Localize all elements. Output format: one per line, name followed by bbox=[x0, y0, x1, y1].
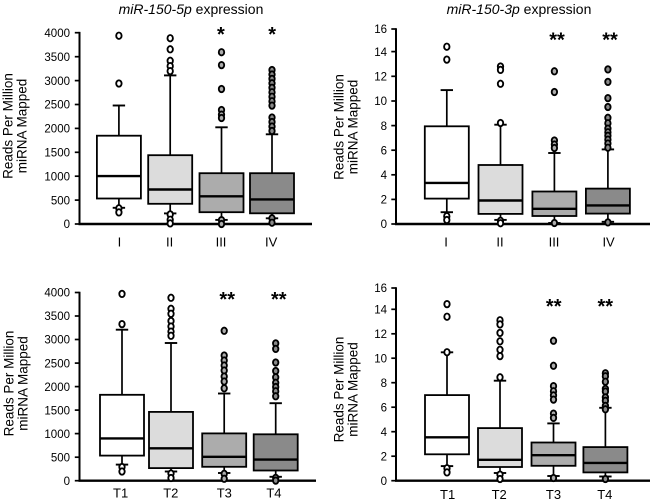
svg-text:**: ** bbox=[271, 289, 287, 311]
svg-text:II: II bbox=[496, 235, 503, 250]
svg-text:miRNA Mapped: miRNA Mapped bbox=[15, 79, 30, 174]
svg-text:3000: 3000 bbox=[44, 335, 70, 347]
svg-text:12: 12 bbox=[374, 72, 387, 84]
svg-text:IV: IV bbox=[602, 235, 615, 250]
svg-text:500: 500 bbox=[51, 195, 70, 207]
svg-text:III: III bbox=[549, 235, 560, 250]
svg-text:2500: 2500 bbox=[44, 100, 70, 112]
svg-text:miRNA Mapped: miRNA Mapped bbox=[346, 80, 361, 175]
svg-text:T1: T1 bbox=[113, 485, 128, 500]
svg-text:**: ** bbox=[549, 30, 565, 52]
svg-text:miR-150-3p expression: miR-150-3p expression bbox=[447, 1, 592, 17]
svg-text:T3: T3 bbox=[546, 487, 561, 500]
svg-text:1500: 1500 bbox=[44, 148, 70, 160]
svg-text:10: 10 bbox=[374, 353, 387, 365]
svg-text:3500: 3500 bbox=[44, 311, 70, 323]
svg-text:6: 6 bbox=[381, 145, 387, 157]
svg-text:1000: 1000 bbox=[44, 171, 70, 183]
svg-text:1000: 1000 bbox=[44, 429, 70, 441]
svg-text:**: ** bbox=[598, 296, 614, 318]
svg-text:2000: 2000 bbox=[44, 124, 70, 136]
svg-text:Reads Per Million: Reads Per Million bbox=[332, 337, 347, 443]
svg-text:10: 10 bbox=[374, 96, 387, 108]
svg-text:3500: 3500 bbox=[44, 52, 70, 64]
svg-text:16: 16 bbox=[374, 24, 387, 36]
svg-text:12: 12 bbox=[374, 329, 387, 341]
svg-text:14: 14 bbox=[374, 47, 387, 59]
svg-text:16: 16 bbox=[374, 283, 387, 295]
svg-text:IV: IV bbox=[265, 235, 278, 250]
svg-text:I: I bbox=[118, 235, 122, 250]
svg-text:T3: T3 bbox=[217, 485, 232, 500]
svg-text:T2: T2 bbox=[163, 485, 178, 500]
svg-text:4: 4 bbox=[381, 170, 388, 182]
svg-text:T2: T2 bbox=[492, 487, 507, 500]
svg-text:500: 500 bbox=[51, 452, 70, 464]
svg-text:0: 0 bbox=[64, 476, 70, 488]
svg-text:III: III bbox=[216, 235, 227, 250]
svg-text:14: 14 bbox=[374, 305, 387, 317]
svg-text:2500: 2500 bbox=[44, 358, 70, 370]
svg-text:8: 8 bbox=[381, 121, 387, 133]
svg-text:**: ** bbox=[546, 296, 562, 318]
svg-text:**: ** bbox=[602, 30, 618, 52]
svg-text:0: 0 bbox=[64, 219, 70, 231]
svg-text:T1: T1 bbox=[440, 487, 455, 500]
svg-text:2: 2 bbox=[381, 195, 387, 207]
svg-text:6: 6 bbox=[381, 402, 387, 414]
svg-text:2: 2 bbox=[381, 451, 387, 463]
svg-text:8: 8 bbox=[381, 378, 387, 390]
svg-text:0: 0 bbox=[381, 476, 387, 488]
svg-text:T4: T4 bbox=[597, 487, 612, 500]
svg-text:1500: 1500 bbox=[44, 405, 70, 417]
svg-text:Reads Per Million: Reads Per Million bbox=[1, 73, 16, 179]
svg-text:miRNA Mapped: miRNA Mapped bbox=[346, 342, 361, 437]
svg-text:4000: 4000 bbox=[44, 288, 70, 300]
svg-text:miRNA Mapped: miRNA Mapped bbox=[16, 336, 31, 431]
svg-text:T4: T4 bbox=[266, 485, 281, 500]
svg-text:2000: 2000 bbox=[44, 382, 70, 394]
svg-text:*: * bbox=[217, 24, 225, 46]
svg-text:Reads Per Million: Reads Per Million bbox=[2, 331, 17, 437]
svg-text:*: * bbox=[268, 24, 276, 46]
svg-text:Reads Per Million: Reads Per Million bbox=[332, 74, 347, 180]
svg-text:3000: 3000 bbox=[44, 76, 70, 88]
svg-text:0: 0 bbox=[381, 219, 387, 231]
svg-text:4000: 4000 bbox=[44, 28, 70, 40]
svg-text:miR-150-5p expression: miR-150-5p expression bbox=[119, 1, 264, 17]
svg-text:I: I bbox=[444, 235, 448, 250]
svg-text:II: II bbox=[166, 235, 173, 250]
svg-text:4: 4 bbox=[381, 427, 388, 439]
svg-text:**: ** bbox=[219, 289, 235, 311]
